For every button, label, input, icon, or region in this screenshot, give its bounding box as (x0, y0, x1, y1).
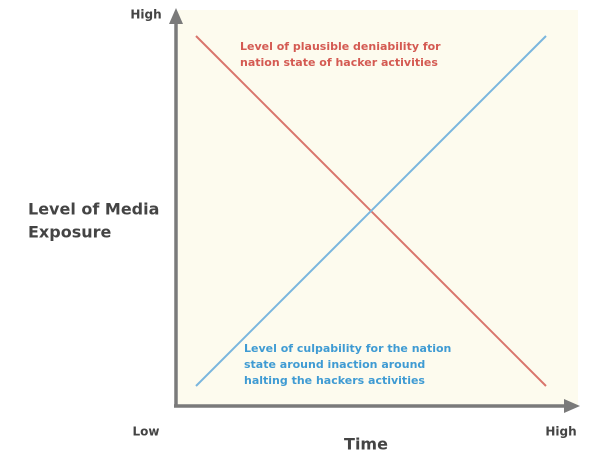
y-axis-label: Level of Media (28, 200, 159, 219)
annotation: nation state of hacker activities (240, 56, 438, 69)
y-high-label: High (130, 8, 161, 22)
y-axis-label: Exposure (28, 223, 112, 242)
origin-label: Low (133, 425, 160, 439)
annotation: Level of culpability for the nation (244, 342, 451, 355)
plot-background (178, 10, 578, 405)
x-axis-arrow (564, 399, 580, 413)
annotation: Level of plausible deniability for (240, 40, 441, 53)
culpability-line (195, 35, 547, 387)
annotation: halting the hackers activities (244, 374, 425, 387)
annotation: state around inaction around (244, 358, 425, 371)
x-axis-label: Time (344, 435, 388, 454)
x-high-label: High (545, 425, 576, 439)
y-axis-arrow (169, 8, 183, 24)
